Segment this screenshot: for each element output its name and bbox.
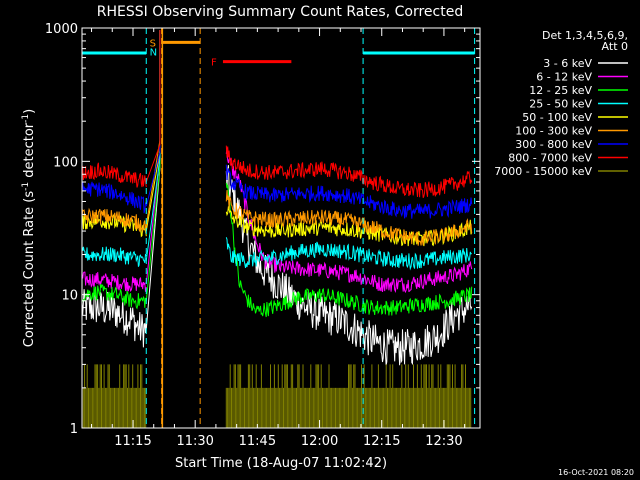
series-line-pre bbox=[81, 271, 147, 292]
legend-label-7000-15000-kev: 7000 - 15000 keV bbox=[494, 165, 592, 178]
legend-label-100-300-kev: 100 - 300 keV bbox=[515, 125, 592, 138]
x-tick-label: 11:15 bbox=[114, 434, 151, 449]
attenuator-edge bbox=[161, 28, 164, 428]
x-tick-label: 11:30 bbox=[176, 434, 213, 449]
flag-bars: SN F bbox=[82, 38, 475, 69]
y-ticks: 1 10 100 1000 bbox=[45, 22, 480, 437]
legend-label-50-100-kev: 50 - 100 keV bbox=[522, 111, 592, 124]
x-tick-label: 12:15 bbox=[363, 434, 400, 449]
vertical-lines bbox=[145, 28, 476, 428]
x-axis-label: Start Time (18-Aug-07 11:02:42) bbox=[175, 456, 387, 471]
series-3-6-kev bbox=[81, 165, 473, 366]
x-tick-label: 11:45 bbox=[239, 434, 276, 449]
legend-label-6-12-kev: 6 - 12 keV bbox=[536, 71, 592, 84]
series-12-25-kev bbox=[81, 182, 473, 318]
series-line-post bbox=[225, 190, 473, 246]
x-tick-label: 12:00 bbox=[301, 434, 338, 449]
series-line-post bbox=[225, 237, 472, 271]
legend-label-800-7000-kev: 800 - 7000 keV bbox=[508, 152, 592, 165]
y-axis-label-main: Corrected Count Rate (s bbox=[22, 191, 37, 348]
legend-header-line1: Det 1,3,4,5,6,9, bbox=[542, 29, 628, 42]
y-tick-label: 1000 bbox=[45, 22, 78, 37]
series-line-post bbox=[225, 164, 473, 219]
series-line-post bbox=[225, 206, 473, 247]
series-7000-15000-kev bbox=[81, 364, 472, 428]
series-300-800-kev bbox=[81, 164, 473, 219]
timestamp: 16-Oct-2021 08:20 bbox=[558, 468, 634, 477]
chart-title: RHESSI Observing Summary Count Rates, Co… bbox=[97, 4, 463, 20]
legend-label-25-50-kev: 25 - 50 keV bbox=[529, 98, 592, 111]
series-line-pre bbox=[81, 181, 147, 214]
legend-label-300-800-kev: 300 - 800 keV bbox=[515, 138, 592, 151]
y-axis-label-mid: detector bbox=[22, 122, 37, 182]
series-line-pre bbox=[81, 289, 147, 348]
series-line-pre bbox=[81, 284, 147, 310]
spike-800-7000-kev bbox=[145, 30, 161, 183]
legend-header-line2: Att 0 bbox=[602, 40, 628, 53]
series-100-300-kev bbox=[81, 190, 473, 246]
flag-label2-1: N bbox=[150, 47, 157, 58]
y-axis-label-sup1: -1 bbox=[21, 182, 31, 191]
x-tick-label: 12:30 bbox=[425, 434, 462, 449]
series-line-post bbox=[225, 145, 473, 198]
series-line-pre bbox=[81, 207, 147, 233]
y-tick-label: 10 bbox=[61, 289, 78, 304]
series-line-post bbox=[225, 165, 473, 366]
flag-label-2: F bbox=[211, 58, 217, 69]
flag-label-1: S bbox=[150, 38, 156, 49]
y-tick-label: 1 bbox=[70, 422, 78, 437]
y-axis-label: Corrected Count Rate (s-1 detector-1) bbox=[21, 109, 37, 347]
series-line-pre bbox=[81, 162, 147, 188]
y-tick-label: 100 bbox=[53, 155, 78, 170]
y-axis-label-sup2: -1 bbox=[21, 114, 31, 123]
plot-frame bbox=[81, 27, 481, 429]
y-axis-label-end: ) bbox=[22, 109, 37, 114]
series-line-post bbox=[225, 182, 473, 318]
series-line-pre bbox=[81, 246, 147, 267]
series-bars-post bbox=[225, 364, 472, 428]
legend-label-3-6-kev: 3 - 6 keV bbox=[543, 57, 592, 70]
series-800-7000-kev bbox=[81, 145, 473, 198]
data-layer bbox=[81, 30, 473, 428]
rise-spike bbox=[145, 30, 161, 330]
legend-label-12-25-kev: 12 - 25 keV bbox=[529, 84, 592, 97]
series-25-50-kev bbox=[81, 237, 472, 271]
x-ticks: 11:15 11:30 11:45 12:00 12:15 12:30 bbox=[91, 28, 466, 449]
